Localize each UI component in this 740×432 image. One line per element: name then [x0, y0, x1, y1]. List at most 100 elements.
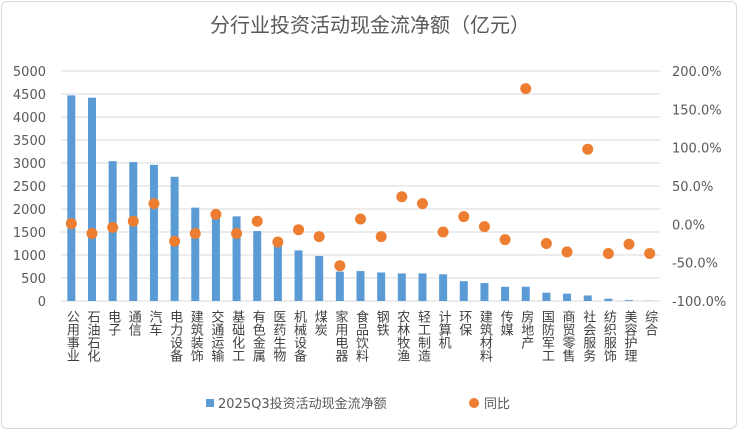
bar: [315, 255, 324, 301]
x-tick-label: 综合: [642, 310, 658, 336]
left-tick-label: 1500: [13, 226, 46, 241]
x-tick-label: 汽车: [146, 310, 162, 336]
yoy-dot: [499, 234, 511, 246]
bar: [191, 207, 200, 301]
bar: [583, 295, 592, 301]
yoy-dot: [210, 208, 222, 220]
right-tick-label: 0.0%: [672, 218, 705, 233]
yoy-dot: [458, 211, 470, 223]
yoy-dot: [540, 238, 552, 249]
yoy-dot: [623, 238, 635, 250]
bar: [232, 216, 241, 301]
left-tick-label: 2000: [13, 203, 46, 218]
yoy-dot: [272, 236, 284, 248]
yoy-dot: [86, 228, 98, 240]
yoy-dot: [148, 198, 160, 210]
x-tick-label: 钢铁: [374, 310, 390, 336]
bar: [356, 271, 365, 301]
yoy-dot: [169, 235, 181, 247]
x-tick-label: 电力设备: [167, 310, 183, 363]
yoy-dot: [251, 215, 263, 227]
x-tick-label: 家用电器: [332, 309, 348, 363]
bar: [439, 274, 448, 301]
x-tick-label: 轻工制造: [415, 310, 431, 363]
yoy-dot: [231, 228, 243, 240]
x-tick-label: 美容护理: [622, 310, 638, 362]
left-tick-label: 3500: [13, 134, 46, 149]
x-tick-label: 医药生物: [270, 310, 286, 363]
yoy-dot: [416, 198, 428, 210]
bar: [129, 162, 138, 301]
bar: [459, 281, 468, 301]
x-tick-label: 电子: [105, 310, 121, 336]
legend-dot-swatch: [469, 398, 479, 408]
x-tick-label: 社会服务: [580, 309, 596, 362]
bar: [625, 300, 634, 301]
bar: [418, 273, 427, 301]
yoy-dot: [396, 191, 408, 203]
bar: [521, 286, 530, 301]
x-tick-label: 建筑装饰: [188, 310, 204, 362]
x-tick-label: 传媒: [498, 310, 513, 336]
right-tick-label: 50.0%: [672, 180, 713, 195]
bar: [335, 271, 344, 301]
left-tick-label: 5000: [13, 65, 46, 80]
yoy-dot: [437, 226, 449, 238]
yoy-dot: [582, 143, 594, 155]
x-tick-label: 农林牧渔: [394, 310, 410, 362]
x-tick-label: 有色金属: [250, 310, 266, 363]
right-tick-label: -50.0%: [672, 257, 718, 272]
x-tick-label: 纺织服饰: [601, 310, 617, 362]
bar: [294, 250, 303, 301]
x-tick-label: 计算机: [436, 310, 452, 350]
yoy-dot: [644, 247, 656, 259]
x-tick-label: 建筑材料: [477, 310, 493, 362]
left-tick-label: 0: [38, 295, 46, 310]
legend-bar-swatch: [206, 399, 214, 407]
x-tick-label: 煤炭: [312, 310, 328, 337]
x-tick-label: 通信: [126, 310, 142, 336]
bar: [87, 97, 96, 302]
right-tick-label: 200.0%: [672, 65, 722, 80]
yoy-dot: [602, 247, 614, 259]
legend-bar-label: 2025Q3投资活动现金流净额: [218, 396, 387, 412]
bar: [563, 293, 572, 301]
yoy-dot: [189, 228, 201, 240]
right-tick-label: -100.0%: [672, 295, 726, 310]
bar: [501, 286, 510, 301]
x-tick-label: 食品饮料: [353, 309, 369, 362]
left-tick-label: 4500: [13, 88, 46, 103]
x-tick-label: 基础化工: [229, 310, 245, 362]
yoy-dot: [334, 260, 346, 272]
left-tick-label: 1000: [13, 249, 46, 264]
yoy-dot: [561, 246, 573, 258]
bar: [480, 283, 489, 301]
bar: [377, 272, 386, 301]
yoy-dot: [313, 231, 325, 243]
x-tick-label: 环保: [456, 310, 472, 336]
yoy-dot: [127, 215, 139, 227]
left-tick-label: 4000: [13, 111, 46, 126]
left-tick-label: 3000: [13, 157, 46, 172]
left-tick-label: 2500: [13, 180, 46, 195]
yoy-dot: [520, 83, 532, 95]
x-tick-label: 机械设备: [291, 310, 307, 363]
bar: [604, 298, 613, 301]
bar: [149, 164, 158, 301]
x-tick-label: 国防军工: [539, 310, 555, 362]
legend-dot-label: 同比: [484, 397, 510, 412]
left-tick-label: 500: [21, 272, 46, 287]
bar: [273, 243, 282, 301]
yoy-dot: [355, 213, 366, 225]
x-tick-label: 石油石化: [84, 310, 100, 363]
yoy-dot: [375, 231, 387, 243]
x-tick-label: 公用事业: [64, 310, 80, 362]
yoy-dot: [107, 221, 119, 233]
bar: [211, 213, 220, 301]
bar: [542, 292, 551, 301]
yoy-dot: [478, 221, 490, 233]
yoy-dot: [293, 224, 305, 236]
x-tick-label: 房地产: [518, 309, 534, 350]
x-tick-label: 交通运输: [208, 309, 224, 362]
